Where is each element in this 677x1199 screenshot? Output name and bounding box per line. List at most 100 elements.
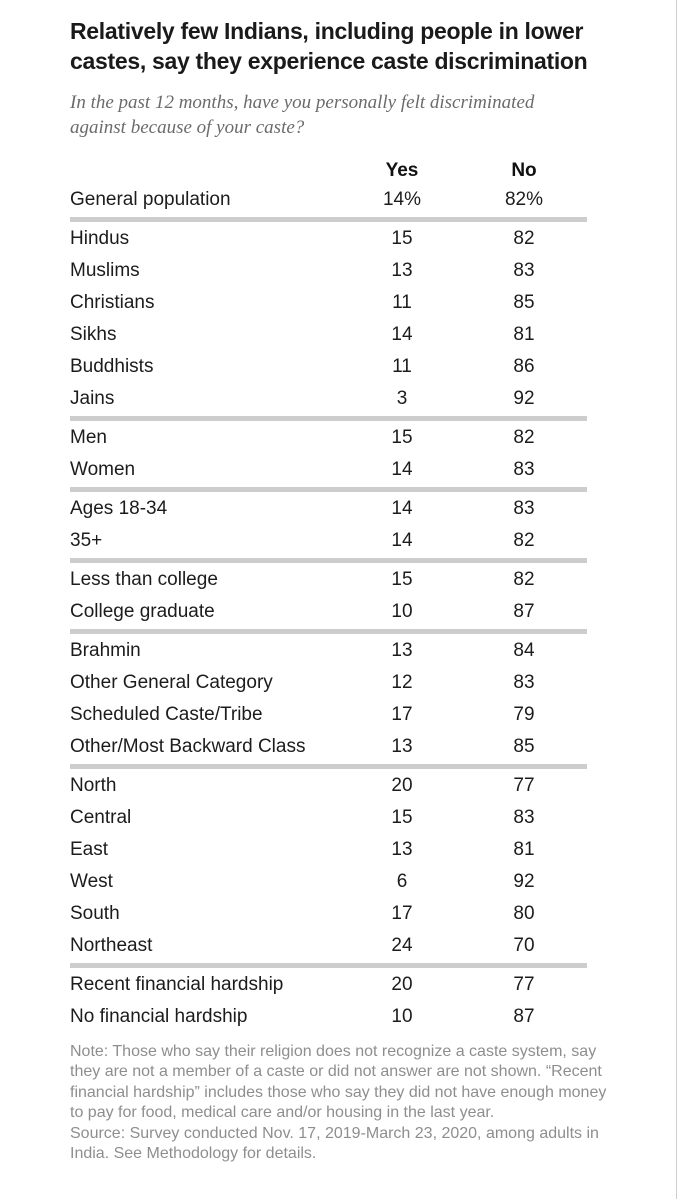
table-row: Other General Category 12 83 (70, 667, 587, 699)
table-row: Buddhists 11 86 (70, 351, 587, 383)
table-row: South 17 80 (70, 898, 587, 930)
no-value: 82 (513, 427, 535, 448)
no-value: 81 (513, 324, 535, 345)
row-label: Hindus (70, 228, 130, 249)
table-row: Christians 11 85 (70, 287, 587, 319)
table-row: Brahmin 13 84 (70, 635, 587, 667)
table-row: Men 15 82 (70, 422, 587, 454)
no-value: 82 (513, 569, 535, 590)
survey-question: In the past 12 months, have you personal… (70, 91, 535, 139)
table-row: Less than college 15 82 (70, 564, 587, 596)
yes-value: 17 (391, 903, 413, 924)
no-value: 87 (513, 601, 535, 622)
row-label: 35+ (70, 530, 103, 551)
row-label: Sikhs (70, 324, 117, 345)
table-row: General population 14% 82% (70, 184, 587, 216)
row-label: Brahmin (70, 640, 141, 661)
row-label: Other/Most Backward Class (70, 736, 306, 757)
table-row: Hindus 15 82 (70, 223, 587, 255)
table-row: Women 14 83 (70, 454, 587, 486)
no-value: 83 (513, 672, 535, 693)
table-row: North 20 77 (70, 770, 587, 802)
no-value: 84 (513, 640, 535, 661)
yes-value: 15 (391, 228, 413, 249)
yes-value: 10 (391, 601, 413, 622)
table-row: College graduate 10 87 (70, 596, 587, 628)
yes-value: 14 (391, 459, 413, 480)
yes-value: 10 (391, 1006, 413, 1027)
section-divider (70, 558, 587, 563)
no-value: 85 (513, 736, 535, 757)
row-label: Women (70, 459, 136, 480)
yes-value: 15 (391, 807, 413, 828)
no-value: 85 (513, 292, 535, 313)
row-label: Less than college (70, 569, 218, 590)
row-label: Central (70, 807, 132, 828)
yes-value: 14% (382, 189, 422, 210)
row-label: Northeast (70, 935, 153, 956)
no-value: 81 (513, 839, 535, 860)
no-value: 92 (513, 871, 535, 892)
row-label: Buddhists (70, 356, 154, 377)
table-row: Recent financial hardship 20 77 (70, 969, 587, 1001)
table-row: Central 15 83 (70, 802, 587, 834)
section-divider (70, 487, 587, 492)
footnote-text: Note: Those who say their religion does … (70, 1043, 607, 1122)
row-label: Ages 18-34 (70, 498, 168, 519)
row-label: East (70, 839, 109, 860)
yes-value: 14 (391, 498, 413, 519)
row-label: North (70, 775, 117, 796)
table-row: Scheduled Caste/Tribe 17 79 (70, 699, 587, 731)
no-value: 92 (513, 388, 535, 409)
table-body: General population 14% 82% Hindus 15 82 Muslim… (70, 184, 587, 1033)
yes-value: 13 (391, 839, 413, 860)
no-value: 83 (513, 260, 535, 281)
yes-value: 14 (391, 324, 413, 345)
no-value: 83 (513, 459, 535, 480)
row-label: South (70, 903, 120, 924)
footnotes: Note: Those who say their religion does … (70, 1042, 615, 1165)
yes-value: 20 (391, 775, 413, 796)
yes-value: 11 (392, 356, 412, 377)
row-label: General population (70, 189, 231, 210)
table-row: West 6 92 (70, 866, 587, 898)
yes-value: 13 (391, 260, 413, 281)
data-table: Yes No General population 14% 82% Hindus 15 8… (70, 157, 587, 1033)
no-value: 77 (513, 974, 535, 995)
yes-value: 14 (391, 530, 413, 551)
table-row: Sikhs 14 81 (70, 319, 587, 351)
yes-value: 6 (396, 871, 408, 892)
table-row: Northeast 24 70 (70, 930, 587, 962)
table-row: No financial hardship 10 87 (70, 1001, 587, 1033)
section-divider (70, 629, 587, 634)
no-value: 79 (513, 704, 535, 725)
row-label: West (70, 871, 113, 892)
row-label: Jains (70, 388, 115, 409)
table-row: Jains 3 92 (70, 383, 587, 415)
column-header-no: No (511, 159, 537, 181)
table-header-row: Yes No (70, 157, 587, 184)
table-row: East 13 81 (70, 834, 587, 866)
yes-value: 11 (392, 292, 412, 313)
no-value: 82 (513, 228, 535, 249)
no-value: 80 (513, 903, 535, 924)
row-label: Scheduled Caste/Tribe (70, 704, 263, 725)
section-divider (70, 416, 587, 421)
section-divider (70, 963, 587, 968)
no-value: 86 (513, 356, 535, 377)
no-value: 87 (513, 1006, 535, 1027)
no-value: 70 (513, 935, 535, 956)
yes-value: 20 (391, 974, 413, 995)
section-divider (70, 764, 587, 769)
row-label: Christians (70, 292, 155, 313)
yes-value: 15 (391, 569, 413, 590)
row-label: Recent financial hardship (70, 974, 284, 995)
row-label: No financial hardship (70, 1006, 248, 1027)
yes-value: 3 (396, 388, 408, 409)
yes-value: 24 (391, 935, 413, 956)
no-value: 77 (513, 775, 535, 796)
yes-value: 17 (391, 704, 413, 725)
source-text: Source: Survey conducted Nov. 17, 2019-M… (70, 1124, 599, 1163)
section-divider (70, 217, 587, 222)
